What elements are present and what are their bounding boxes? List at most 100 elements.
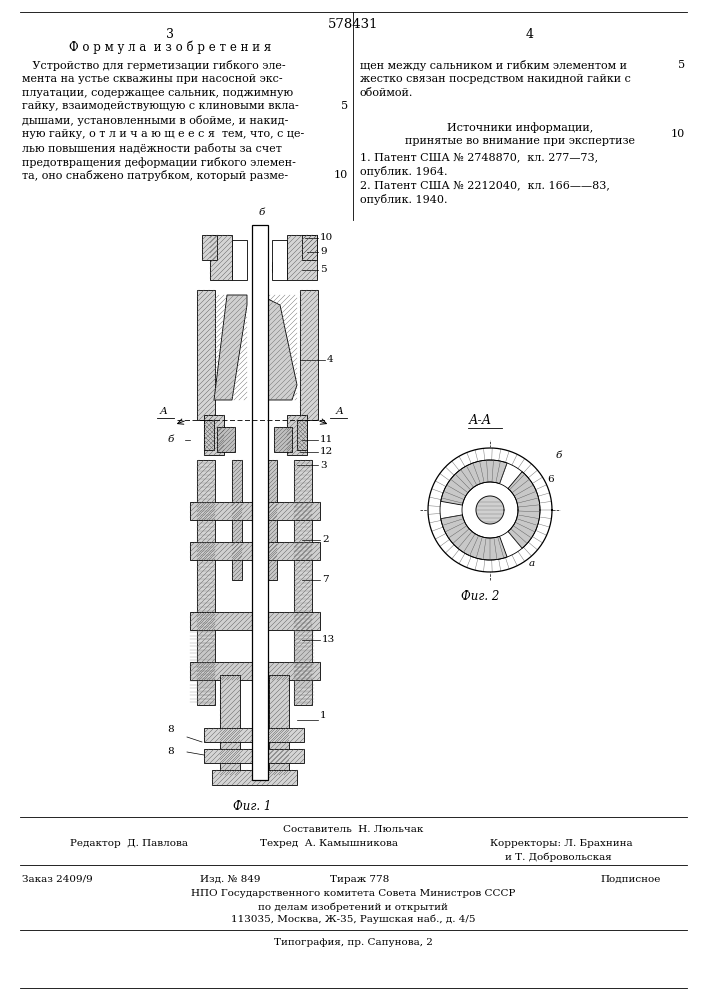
Text: Подписное: Подписное <box>600 875 660 884</box>
Text: Составитель  Н. Люльчак: Составитель Н. Люльчак <box>283 825 423 834</box>
Text: 113035, Москва, Ж-35, Раушская наб., д. 4/5: 113035, Москва, Ж-35, Раушская наб., д. … <box>230 915 475 924</box>
Text: б: б <box>259 208 265 217</box>
Bar <box>252 225 268 780</box>
Bar <box>220 675 240 775</box>
Text: 6: 6 <box>547 475 554 484</box>
Text: 10: 10 <box>671 129 685 139</box>
Text: 10: 10 <box>334 170 348 180</box>
Text: 1: 1 <box>320 710 327 720</box>
Bar <box>232 240 247 280</box>
Bar <box>287 235 317 280</box>
Text: А: А <box>336 408 344 416</box>
Bar <box>302 235 317 260</box>
Text: Ф о р м у л а  и з о б р е т е н и я: Ф о р м у л а и з о б р е т е н и я <box>69 40 271 54</box>
Text: 8: 8 <box>168 726 174 734</box>
Text: 1. Патент США № 2748870,  кл. 277—73,: 1. Патент США № 2748870, кл. 277—73, <box>360 152 598 162</box>
Bar <box>267 460 277 580</box>
Text: гайку, взаимодействующую с клиновыми вкла-: гайку, взаимодействующую с клиновыми вкл… <box>22 101 299 111</box>
Bar <box>300 290 318 420</box>
Text: мента на устье скважины при насосной экс-: мента на устье скважины при насосной экс… <box>22 74 283 84</box>
Text: 10: 10 <box>320 233 333 242</box>
Bar <box>197 460 215 705</box>
Text: 578431: 578431 <box>328 17 378 30</box>
Text: опублик. 1964.: опублик. 1964. <box>360 166 448 177</box>
Text: 4: 4 <box>327 356 334 364</box>
Text: Изд. № 849: Изд. № 849 <box>200 875 260 884</box>
Text: 3: 3 <box>320 460 327 470</box>
Bar <box>274 427 292 452</box>
Bar <box>202 235 217 260</box>
Text: 13: 13 <box>322 636 335 645</box>
Polygon shape <box>476 496 504 524</box>
Text: лью повышения надёжности работы за счет: лью повышения надёжности работы за счет <box>22 143 282 154</box>
Text: дышами, установленными в обойме, и накид-: дышами, установленными в обойме, и накид… <box>22 115 288 126</box>
Text: Заказ 2409/9: Заказ 2409/9 <box>22 875 93 884</box>
Bar <box>204 420 214 450</box>
Text: 7: 7 <box>322 576 329 584</box>
Text: 5: 5 <box>678 60 685 70</box>
Text: 12: 12 <box>320 448 333 456</box>
Bar <box>210 235 232 280</box>
Text: 5: 5 <box>520 483 527 491</box>
Bar <box>204 749 304 763</box>
Text: обоймой.: обоймой. <box>360 88 414 98</box>
Text: опублик. 1940.: опублик. 1940. <box>360 194 448 205</box>
Bar <box>232 460 242 580</box>
Polygon shape <box>214 295 247 400</box>
Text: Устройство для герметизации гибкого эле-: Устройство для герметизации гибкого эле- <box>22 60 286 71</box>
Text: та, оно снабжено патрубком, который разме-: та, оно снабжено патрубком, который разм… <box>22 170 288 181</box>
Bar <box>197 290 215 420</box>
Text: Корректоры: Л. Брахнина: Корректоры: Л. Брахнина <box>490 839 633 848</box>
Text: 4: 4 <box>524 491 531 500</box>
Bar <box>294 460 312 705</box>
Text: принятые во внимание при экспертизе: принятые во внимание при экспертизе <box>405 136 635 146</box>
Text: плуатации, содержащее сальник, поджимную: плуатации, содержащее сальник, поджимную <box>22 88 293 98</box>
Wedge shape <box>440 460 507 505</box>
Bar <box>212 770 297 785</box>
Text: по делам изобретений и открытий: по делам изобретений и открытий <box>258 902 448 912</box>
Text: жестко связан посредством накидной гайки с: жестко связан посредством накидной гайки… <box>360 74 631 84</box>
Bar <box>190 612 320 630</box>
Text: Фиг. 1: Фиг. 1 <box>233 800 271 813</box>
Text: б: б <box>556 452 562 460</box>
Bar <box>190 662 320 680</box>
Text: предотвращения деформации гибкого элемен-: предотвращения деформации гибкого элемен… <box>22 157 296 168</box>
Text: Тираж 778: Тираж 778 <box>330 875 390 884</box>
Bar <box>287 415 307 455</box>
Text: а: а <box>529 560 535 568</box>
Bar <box>272 262 284 272</box>
Text: Типография, пр. Сапунова, 2: Типография, пр. Сапунова, 2 <box>274 938 433 947</box>
Text: А: А <box>160 408 168 416</box>
Text: Редактор  Д. Павлова: Редактор Д. Павлова <box>70 839 188 848</box>
Text: Фиг. 2: Фиг. 2 <box>461 590 499 603</box>
Wedge shape <box>440 515 507 560</box>
Bar <box>269 675 289 775</box>
Text: 2: 2 <box>322 536 329 544</box>
Text: б: б <box>168 436 174 444</box>
Text: ную гайку, о т л и ч а ю щ е е с я  тем, что, с це-: ную гайку, о т л и ч а ю щ е е с я тем, … <box>22 129 304 139</box>
Bar <box>217 427 235 452</box>
Text: 2. Патент США № 2212040,  кл. 166——83,: 2. Патент США № 2212040, кл. 166——83, <box>360 180 610 190</box>
Text: 8: 8 <box>168 748 174 756</box>
Bar <box>232 262 244 272</box>
Text: 3: 3 <box>166 28 174 41</box>
Bar <box>204 415 224 455</box>
Bar <box>204 728 304 742</box>
Text: 5: 5 <box>341 101 348 111</box>
Text: 9: 9 <box>320 247 327 256</box>
Bar <box>190 542 320 560</box>
Text: щен между сальником и гибким элементом и: щен между сальником и гибким элементом и <box>360 60 627 71</box>
Polygon shape <box>260 295 297 400</box>
Polygon shape <box>428 448 552 572</box>
Wedge shape <box>508 472 540 548</box>
Text: Источники информации,: Источники информации, <box>447 122 593 133</box>
Text: 11: 11 <box>320 436 333 444</box>
Text: и Т. Добровольская: и Т. Добровольская <box>505 852 612 861</box>
Text: 4: 4 <box>526 28 534 41</box>
Bar <box>190 502 320 520</box>
Polygon shape <box>462 482 518 538</box>
Text: 5: 5 <box>320 265 327 274</box>
Bar <box>297 420 307 450</box>
Text: Техред  А. Камышникова: Техред А. Камышникова <box>260 839 398 848</box>
Bar <box>272 240 287 280</box>
